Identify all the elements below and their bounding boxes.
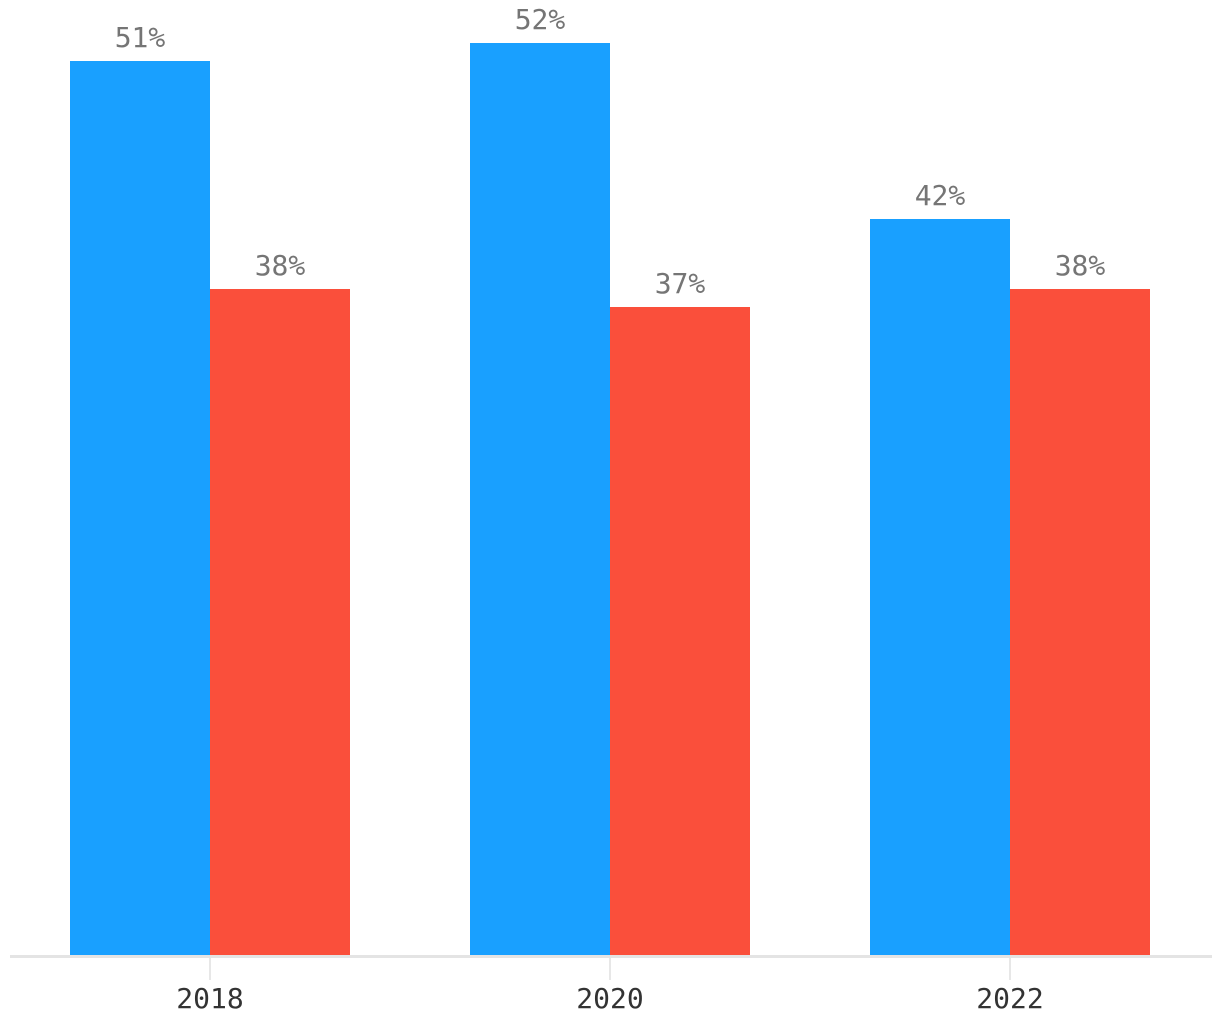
bar-blue-series-2020	[470, 43, 610, 956]
x-axis-label-2022: 2022	[976, 982, 1044, 1015]
bar-value-label-red-series-2020: 37%	[654, 267, 706, 300]
bar-red-series-2022	[1010, 289, 1150, 956]
x-axis-label-2018: 2018	[176, 982, 244, 1015]
x-axis-line	[10, 955, 1212, 958]
bar-blue-series-2018	[70, 61, 210, 956]
x-axis-tick-2022	[1009, 955, 1011, 980]
bar-value-label-red-series-2022: 38%	[1054, 249, 1106, 282]
bar-value-label-blue-series-2018: 51%	[114, 21, 166, 54]
bar-value-label-blue-series-2020: 52%	[514, 3, 566, 36]
x-axis-label-2020: 2020	[576, 982, 644, 1015]
bar-value-label-blue-series-2022: 42%	[914, 179, 966, 212]
bar-blue-series-2022	[870, 219, 1010, 956]
bar-value-label-red-series-2018: 38%	[254, 249, 306, 282]
bar-red-series-2018	[210, 289, 350, 956]
x-axis-tick-2020	[609, 955, 611, 980]
x-axis-tick-2018	[209, 955, 211, 980]
bar-red-series-2020	[610, 307, 750, 956]
